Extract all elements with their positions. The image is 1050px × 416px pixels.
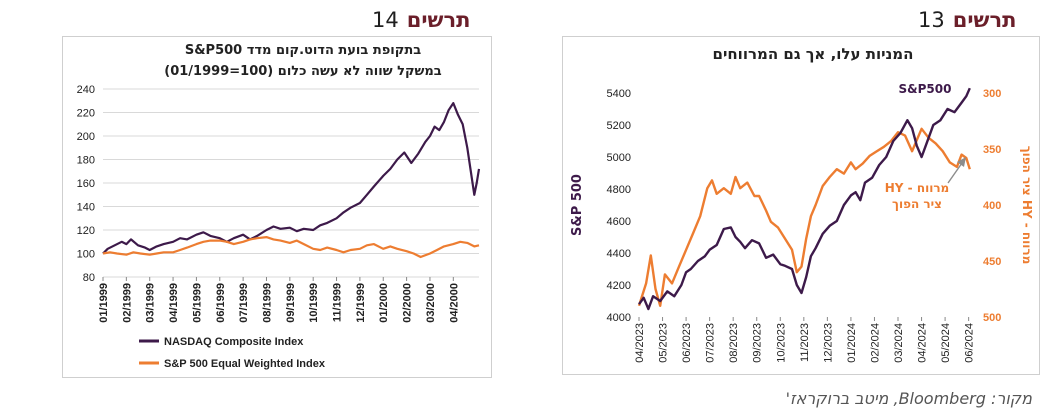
x-tick-label: 04/2023 — [634, 323, 646, 363]
annotation-hy-line-2: ציר הפוך — [892, 197, 942, 211]
y-tick-label-left: 5400 — [607, 88, 631, 100]
y-tick-label: 180 — [77, 155, 95, 167]
figure-number: 14 — [372, 8, 399, 32]
series-line-sp500-equal-weight — [102, 236, 480, 259]
x-tick-label: 05/1999 — [191, 283, 203, 323]
x-tick-label: 10/2023 — [775, 323, 787, 363]
x-tick-label: 06/2023 — [681, 323, 693, 363]
y-axis-label-right: מרווח - HY ציר הפוך — [1020, 146, 1034, 265]
x-tick-label: 07/2023 — [705, 323, 717, 363]
y-tick-label: 120 — [77, 225, 95, 237]
y-tick-label-left: 5000 — [607, 152, 631, 164]
annotation-arrow-head — [957, 157, 966, 167]
chart-title: המניות עלו, אך גם המרווחים — [713, 45, 914, 63]
y-tick-label: 160 — [77, 178, 95, 190]
x-tick-label: 12/1999 — [355, 283, 367, 323]
annotation-sp500: S&P500 — [899, 82, 952, 96]
y-tick-label-left: 4200 — [607, 280, 631, 292]
x-tick-label: 09/2023 — [752, 323, 764, 363]
series-line-nasdaq — [102, 102, 481, 255]
y-tick-label-right: 500 — [983, 312, 1001, 324]
chart-title-line-2: במשקל שווה לא עשה כלום (100=01/1999) — [164, 64, 442, 79]
source-note: מקור: Bloomberg, מיטב ברוקראז' — [785, 389, 1032, 408]
x-tick-label: 10/1999 — [308, 283, 320, 323]
x-tick-label: 03/2024 — [893, 323, 905, 363]
y-tick-label: 200 — [77, 131, 95, 143]
y-tick-label-right: 300 — [983, 88, 1001, 100]
x-tick-label: 01/2000 — [378, 283, 390, 323]
x-tick-label: 05/2024 — [940, 323, 952, 363]
x-tick-label: 02/1999 — [121, 283, 133, 323]
x-tick-label: 06/1999 — [215, 283, 227, 323]
y-tick-label-left: 5200 — [607, 120, 631, 132]
y-tick-label: 80 — [83, 272, 95, 284]
x-tick-label: 07/1999 — [238, 283, 250, 323]
x-tick-label: 05/2023 — [658, 323, 670, 363]
annotation-arrow-line — [947, 162, 963, 184]
x-tick-label: 01/2024 — [846, 323, 858, 363]
figure-word: תרשים — [952, 8, 1017, 32]
x-tick-label: 03/1999 — [145, 283, 157, 323]
x-tick-label: 03/2000 — [425, 283, 437, 323]
chart-panel-dotcom: בתקופת בועת הדוט.קום מדד S&P500 במשקל שוו… — [62, 36, 492, 378]
figure-13-label: תרשים 13 — [918, 8, 1016, 32]
x-tick-label: 11/1999 — [332, 283, 344, 322]
figure-word: תרשים — [406, 8, 471, 32]
series-line-hy-spread — [637, 127, 971, 307]
x-tick-label: 01/1999 — [98, 283, 110, 323]
x-tick-label: 02/2024 — [869, 323, 881, 363]
figure-14-label: תרשים 14 — [372, 8, 470, 32]
y-tick-label-right: 350 — [983, 144, 1001, 156]
y-tick-label: 140 — [77, 202, 95, 214]
x-tick-label: 04/2000 — [448, 283, 460, 323]
x-tick-label: 04/2024 — [917, 323, 929, 363]
legend-label: S&P 500 Equal Weighted Index — [164, 358, 326, 370]
y-tick-label: 220 — [77, 108, 95, 120]
y-tick-label-left: 4000 — [607, 312, 631, 324]
y-tick-label-right: 400 — [983, 200, 1001, 212]
y-tick-label-right: 450 — [983, 256, 1001, 268]
x-tick-label: 06/2024 — [964, 323, 976, 363]
x-tick-label: 12/2023 — [822, 323, 834, 363]
annotation-hy-line-1: מרווח - HY — [885, 181, 949, 195]
yields-chart-svg: המניות עלו, אך גם המרווחים 4000 4200 4400 46… — [570, 45, 1034, 363]
chart-title-line-1: בתקופת בועת הדוט.קום מדד S&P500 — [185, 43, 421, 58]
dotcom-chart-svg: בתקופת בועת הדוט.קום מדד S&P500 במשקל שוו… — [77, 43, 481, 370]
y-tick-label-left: 4600 — [607, 216, 631, 228]
y-axis-label-left: S&P 500 — [570, 174, 585, 236]
figure-number: 13 — [918, 8, 945, 32]
y-tick-label-left: 4400 — [607, 248, 631, 260]
series-line-sp500 — [638, 87, 971, 311]
x-tick-label: 08/2023 — [728, 323, 740, 363]
x-tick-label: 09/1999 — [285, 283, 297, 323]
y-tick-label-left: 4800 — [607, 184, 631, 196]
y-tick-label: 240 — [77, 84, 95, 96]
chart-panel-yields: המניות עלו, אך גם המרווחים 4000 4200 4400 46… — [562, 36, 1040, 375]
x-tick-label: 08/1999 — [261, 283, 273, 323]
legend-label: NASDAQ Composite Index — [164, 336, 304, 348]
x-tick-label: 02/2000 — [402, 283, 414, 323]
y-tick-label: 100 — [77, 249, 95, 261]
x-tick-label: 04/1999 — [168, 283, 180, 323]
x-tick-label: 11/2023 — [799, 323, 811, 362]
